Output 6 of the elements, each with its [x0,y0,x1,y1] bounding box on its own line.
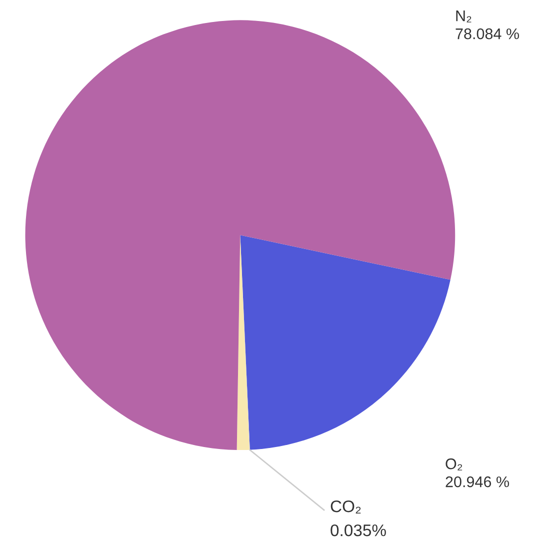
data-label: 78.084 % [456,28,520,40]
data-label: 20.946 % [446,476,510,488]
slice-label: O₂ [446,458,462,470]
slice-label: N₂ [456,10,472,22]
data-label: 0.035% [330,524,386,536]
slice-label: CO₂ [330,500,361,514]
